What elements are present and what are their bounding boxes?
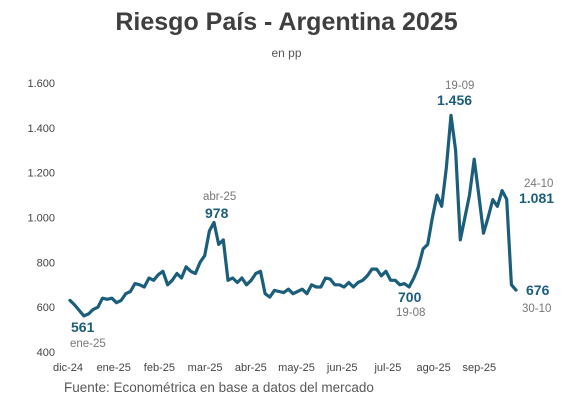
y-tick-label: 1.200	[27, 168, 55, 180]
annotation-peak-label: 19-09	[445, 80, 474, 92]
x-tick-label: feb-25	[144, 362, 175, 374]
source-note: Fuente: Econométrica en base a datos del…	[64, 380, 374, 395]
y-tick-label: 400	[37, 347, 55, 359]
annotation-oct24-label: 24-10	[524, 178, 553, 190]
x-tick-label: dic-24	[53, 362, 83, 374]
chart-title: Riesgo País - Argentina 2025	[115, 8, 458, 36]
y-tick-label: 600	[37, 302, 55, 314]
y-axis: 1.600 1.400 1.200 1.000 800 600 400	[27, 78, 55, 359]
x-tick-label: jul-25	[373, 362, 401, 374]
annotation-peak-value: 1.456	[437, 92, 472, 108]
y-tick-label: 1.600	[27, 78, 55, 90]
x-tick-label: ene-25	[97, 362, 131, 374]
x-tick-label: may-25	[278, 362, 315, 374]
annotation-oct24-value: 1.081	[519, 190, 554, 206]
series-line	[68, 113, 518, 318]
y-tick-label: 1.000	[27, 213, 55, 225]
annotation-abr-value: 978	[205, 205, 229, 221]
annotation-last-value: 676	[526, 282, 550, 298]
x-tick-label: jun-25	[326, 362, 358, 374]
annotation-abr-label: abr-25	[203, 191, 236, 203]
chart-subtitle: en pp	[271, 46, 302, 60]
x-tick-label: ago-25	[416, 362, 450, 374]
x-tick-label: mar-25	[188, 362, 223, 374]
y-tick-label: 800	[37, 257, 55, 269]
y-tick-label: 1.400	[27, 123, 55, 135]
annotation-min-label: ene-25	[70, 338, 106, 350]
x-axis: dic-24 ene-25 feb-25 mar-25 abr-25 may-25 jun-…	[53, 362, 496, 374]
annotation-min-value: 561	[71, 319, 95, 335]
annotation-aug-value: 700	[398, 289, 422, 305]
x-tick-label: abr-25	[235, 362, 267, 374]
x-tick-label: sep-25	[462, 362, 496, 374]
annotation-last-label: 30-10	[522, 303, 551, 315]
annotation-aug-label: 19-08	[396, 307, 425, 319]
